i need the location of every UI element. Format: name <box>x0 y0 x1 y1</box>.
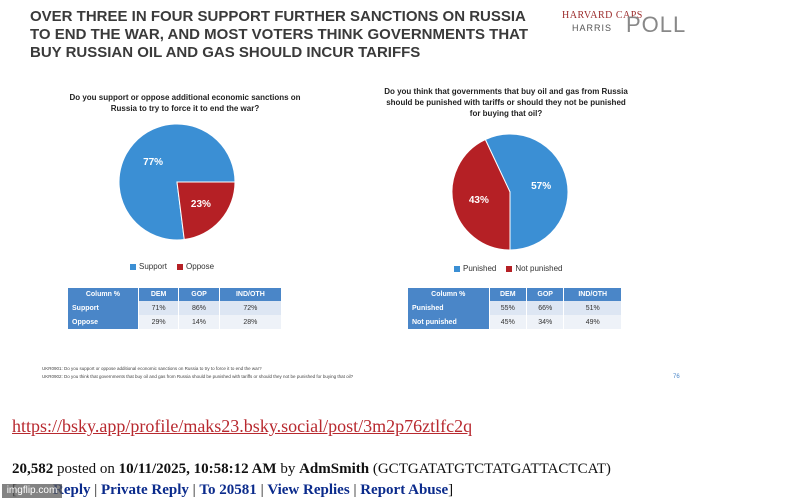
poll-slide-image: OVER THREE IN FOUR SUPPORT FURTHER SANCT… <box>22 0 687 392</box>
harvard-caps-harris-poll-logo: HARVARD CAPS HARRIS POLL <box>562 10 687 37</box>
table-row: Not punished 45% 34% 49% <box>408 315 622 329</box>
by-label: by <box>280 461 296 477</box>
post-actions: [Reply | Private Reply | To 20581 | View… <box>12 482 454 498</box>
to-parent-link[interactable]: To 20581 <box>199 482 257 498</box>
reply-link[interactable]: Reply <box>53 482 91 498</box>
page-number: 76 <box>673 374 680 380</box>
private-reply-link[interactable]: Private Reply <box>101 482 189 498</box>
chart2-question: Do you think that governments that buy o… <box>384 87 628 118</box>
pie-data-label: 57% <box>531 181 551 192</box>
table-header-row: Column % DEM GOP IND/OTH <box>68 288 283 301</box>
chart1-pie: 77% 23% <box>118 123 236 241</box>
pie-data-label: 43% <box>469 195 489 206</box>
post-meta: 20,582 posted on 10/11/2025, 10:58:12 AM… <box>12 461 611 478</box>
post-number: 20,582 <box>12 461 54 477</box>
pie-slice-punished <box>484 133 569 251</box>
chart2-legend: Punished Not punished <box>454 264 563 273</box>
table-row: Oppose 29% 14% 28% <box>68 315 283 329</box>
view-replies-link[interactable]: View Replies <box>267 482 350 498</box>
legend-item-punished: Punished <box>454 264 496 273</box>
legend-item-oppose: Oppose <box>177 262 214 271</box>
footnote-1: UKR0901: Do you support or oppose additi… <box>42 366 262 371</box>
legend-item-not-punished: Not punished <box>506 264 563 273</box>
post-date: 10/11/2025, 10:58:12 AM <box>118 461 277 477</box>
chart1-question: Do you support or oppose additional econ… <box>69 93 301 113</box>
footnote-2: UKR0902: Do you think that governments t… <box>42 374 354 379</box>
pie-slice-oppose <box>176 181 236 241</box>
pie-slice-not-punished <box>451 138 511 251</box>
table-row: Punished 55% 66% 51% <box>408 301 622 315</box>
slide-headline: OVER THREE IN FOUR SUPPORT FURTHER SANCT… <box>30 8 529 61</box>
imgflip-watermark: imgflip.com <box>2 484 62 498</box>
table-header-row: Column % DEM GOP IND/OTH <box>408 288 622 301</box>
legend-item-support: Support <box>130 262 167 271</box>
post-author: AdmSmith <box>299 461 370 477</box>
chart2-pie: 57% 43% <box>451 133 569 251</box>
author-tag: (GCTGATATGTCTATGATTACTCAT) <box>372 461 611 477</box>
table-row: Support 71% 86% 72% <box>68 301 283 315</box>
pie-data-label: 23% <box>191 199 211 210</box>
post-link[interactable]: https://bsky.app/profile/maks23.bsky.soc… <box>12 416 473 436</box>
crosstab-table-2: Column % DEM GOP IND/OTH Punished 55% 66… <box>408 288 622 329</box>
report-abuse-link[interactable]: Report Abuse <box>360 482 449 498</box>
chart1-legend: Support Oppose <box>130 262 214 271</box>
crosstab-table-1: Column % DEM GOP IND/OTH Support 71% 86%… <box>68 288 283 329</box>
pie-data-label: 77% <box>143 157 163 168</box>
pie-slice-support <box>118 123 236 241</box>
posted-on-label: posted on <box>57 461 115 477</box>
